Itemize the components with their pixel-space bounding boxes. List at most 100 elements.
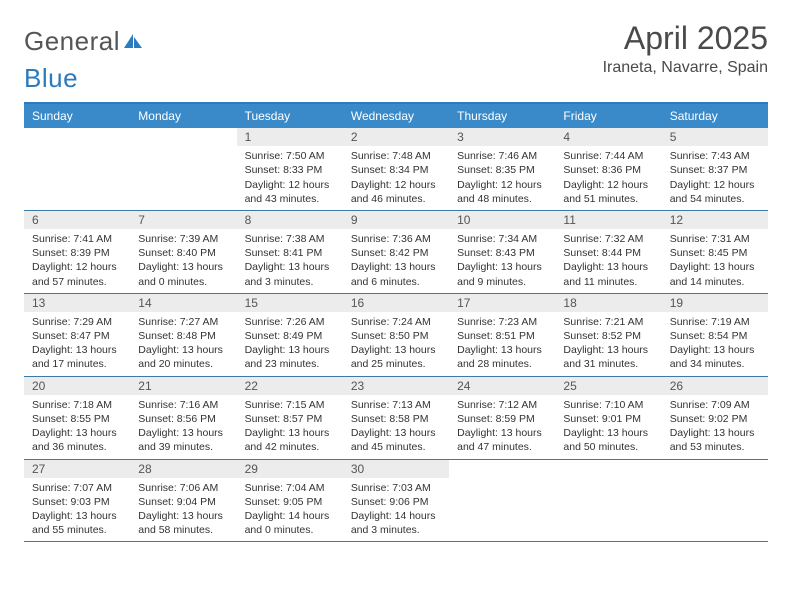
day-cell: 29Sunrise: 7:04 AMSunset: 9:05 PMDayligh…	[237, 460, 343, 542]
day-cell	[24, 128, 130, 210]
daylight-line: Daylight: 13 hours and 58 minutes.	[138, 509, 230, 537]
day-cell: 23Sunrise: 7:13 AMSunset: 8:58 PMDayligh…	[343, 377, 449, 459]
daylight-line: Daylight: 13 hours and 14 minutes.	[670, 260, 762, 288]
day-cell: 1Sunrise: 7:50 AMSunset: 8:33 PMDaylight…	[237, 128, 343, 210]
day-cell	[555, 460, 661, 542]
sunset-line: Sunset: 8:59 PM	[457, 412, 549, 426]
sunset-line: Sunset: 8:41 PM	[245, 246, 337, 260]
day-number: 21	[130, 377, 236, 395]
sunset-line: Sunset: 8:34 PM	[351, 163, 443, 177]
day-number: 28	[130, 460, 236, 478]
daylight-line: Daylight: 13 hours and 39 minutes.	[138, 426, 230, 454]
day-cell: 15Sunrise: 7:26 AMSunset: 8:49 PMDayligh…	[237, 294, 343, 376]
sunrise-line: Sunrise: 7:10 AM	[563, 398, 655, 412]
day-cell	[449, 460, 555, 542]
sunset-line: Sunset: 8:51 PM	[457, 329, 549, 343]
daylight-line: Daylight: 13 hours and 47 minutes.	[457, 426, 549, 454]
sunrise-line: Sunrise: 7:44 AM	[563, 149, 655, 163]
sunrise-line: Sunrise: 7:46 AM	[457, 149, 549, 163]
day-number: 23	[343, 377, 449, 395]
day-cell: 2Sunrise: 7:48 AMSunset: 8:34 PMDaylight…	[343, 128, 449, 210]
sunrise-line: Sunrise: 7:19 AM	[670, 315, 762, 329]
day-cell: 8Sunrise: 7:38 AMSunset: 8:41 PMDaylight…	[237, 211, 343, 293]
day-body: Sunrise: 7:03 AMSunset: 9:06 PMDaylight:…	[343, 478, 449, 542]
day-number: 26	[662, 377, 768, 395]
day-body: Sunrise: 7:23 AMSunset: 8:51 PMDaylight:…	[449, 312, 555, 376]
weekday-header: Thursday	[449, 104, 555, 128]
sunrise-line: Sunrise: 7:39 AM	[138, 232, 230, 246]
daylight-line: Daylight: 12 hours and 48 minutes.	[457, 178, 549, 206]
sunrise-line: Sunrise: 7:06 AM	[138, 481, 230, 495]
sunset-line: Sunset: 8:42 PM	[351, 246, 443, 260]
day-body: Sunrise: 7:38 AMSunset: 8:41 PMDaylight:…	[237, 229, 343, 293]
day-cell: 30Sunrise: 7:03 AMSunset: 9:06 PMDayligh…	[343, 460, 449, 542]
daylight-line: Daylight: 13 hours and 20 minutes.	[138, 343, 230, 371]
day-cell: 7Sunrise: 7:39 AMSunset: 8:40 PMDaylight…	[130, 211, 236, 293]
day-body: Sunrise: 7:18 AMSunset: 8:55 PMDaylight:…	[24, 395, 130, 459]
sunrise-line: Sunrise: 7:16 AM	[138, 398, 230, 412]
daylight-line: Daylight: 13 hours and 25 minutes.	[351, 343, 443, 371]
daylight-line: Daylight: 12 hours and 57 minutes.	[32, 260, 124, 288]
day-number: 25	[555, 377, 661, 395]
day-cell: 9Sunrise: 7:36 AMSunset: 8:42 PMDaylight…	[343, 211, 449, 293]
day-number: 2	[343, 128, 449, 146]
day-cell: 27Sunrise: 7:07 AMSunset: 9:03 PMDayligh…	[24, 460, 130, 542]
weekday-header: Monday	[130, 104, 236, 128]
day-body: Sunrise: 7:12 AMSunset: 8:59 PMDaylight:…	[449, 395, 555, 459]
day-number: 12	[662, 211, 768, 229]
day-cell: 3Sunrise: 7:46 AMSunset: 8:35 PMDaylight…	[449, 128, 555, 210]
sunset-line: Sunset: 8:45 PM	[670, 246, 762, 260]
sunset-line: Sunset: 8:43 PM	[457, 246, 549, 260]
sunset-line: Sunset: 8:37 PM	[670, 163, 762, 177]
day-body: Sunrise: 7:46 AMSunset: 8:35 PMDaylight:…	[449, 146, 555, 210]
sunset-line: Sunset: 8:49 PM	[245, 329, 337, 343]
sunset-line: Sunset: 8:55 PM	[32, 412, 124, 426]
sunrise-line: Sunrise: 7:38 AM	[245, 232, 337, 246]
sunrise-line: Sunrise: 7:23 AM	[457, 315, 549, 329]
calendar: SundayMondayTuesdayWednesdayThursdayFrid…	[24, 102, 768, 542]
sunset-line: Sunset: 8:44 PM	[563, 246, 655, 260]
day-body: Sunrise: 7:29 AMSunset: 8:47 PMDaylight:…	[24, 312, 130, 376]
title-block: April 2025 Iraneta, Navarre, Spain	[603, 20, 768, 77]
sunrise-line: Sunrise: 7:03 AM	[351, 481, 443, 495]
day-number: 22	[237, 377, 343, 395]
sunset-line: Sunset: 8:40 PM	[138, 246, 230, 260]
daylight-line: Daylight: 14 hours and 3 minutes.	[351, 509, 443, 537]
day-cell: 26Sunrise: 7:09 AMSunset: 9:02 PMDayligh…	[662, 377, 768, 459]
sunrise-line: Sunrise: 7:36 AM	[351, 232, 443, 246]
calendar-page: GeneralBlue April 2025 Iraneta, Navarre,…	[0, 0, 792, 552]
day-cell: 16Sunrise: 7:24 AMSunset: 8:50 PMDayligh…	[343, 294, 449, 376]
daylight-line: Daylight: 13 hours and 11 minutes.	[563, 260, 655, 288]
day-cell: 22Sunrise: 7:15 AMSunset: 8:57 PMDayligh…	[237, 377, 343, 459]
weekday-header: Saturday	[662, 104, 768, 128]
daylight-line: Daylight: 13 hours and 31 minutes.	[563, 343, 655, 371]
day-body: Sunrise: 7:16 AMSunset: 8:56 PMDaylight:…	[130, 395, 236, 459]
daylight-line: Daylight: 12 hours and 51 minutes.	[563, 178, 655, 206]
day-cell: 21Sunrise: 7:16 AMSunset: 8:56 PMDayligh…	[130, 377, 236, 459]
sunrise-line: Sunrise: 7:21 AM	[563, 315, 655, 329]
daylight-line: Daylight: 13 hours and 3 minutes.	[245, 260, 337, 288]
daylight-line: Daylight: 13 hours and 45 minutes.	[351, 426, 443, 454]
daylight-line: Daylight: 13 hours and 36 minutes.	[32, 426, 124, 454]
sunrise-line: Sunrise: 7:26 AM	[245, 315, 337, 329]
day-body: Sunrise: 7:19 AMSunset: 8:54 PMDaylight:…	[662, 312, 768, 376]
day-body: Sunrise: 7:10 AMSunset: 9:01 PMDaylight:…	[555, 395, 661, 459]
day-body: Sunrise: 7:31 AMSunset: 8:45 PMDaylight:…	[662, 229, 768, 293]
day-cell: 18Sunrise: 7:21 AMSunset: 8:52 PMDayligh…	[555, 294, 661, 376]
day-number: 14	[130, 294, 236, 312]
day-number: 17	[449, 294, 555, 312]
day-cell: 6Sunrise: 7:41 AMSunset: 8:39 PMDaylight…	[24, 211, 130, 293]
day-number: 20	[24, 377, 130, 395]
day-cell: 24Sunrise: 7:12 AMSunset: 8:59 PMDayligh…	[449, 377, 555, 459]
day-body: Sunrise: 7:50 AMSunset: 8:33 PMDaylight:…	[237, 146, 343, 210]
sunrise-line: Sunrise: 7:43 AM	[670, 149, 762, 163]
sunset-line: Sunset: 8:33 PM	[245, 163, 337, 177]
daylight-line: Daylight: 13 hours and 50 minutes.	[563, 426, 655, 454]
daylight-line: Daylight: 13 hours and 6 minutes.	[351, 260, 443, 288]
day-number: 8	[237, 211, 343, 229]
sunrise-line: Sunrise: 7:27 AM	[138, 315, 230, 329]
day-number: 16	[343, 294, 449, 312]
day-body: Sunrise: 7:44 AMSunset: 8:36 PMDaylight:…	[555, 146, 661, 210]
calendar-weeks: 1Sunrise: 7:50 AMSunset: 8:33 PMDaylight…	[24, 128, 768, 542]
day-body: Sunrise: 7:21 AMSunset: 8:52 PMDaylight:…	[555, 312, 661, 376]
